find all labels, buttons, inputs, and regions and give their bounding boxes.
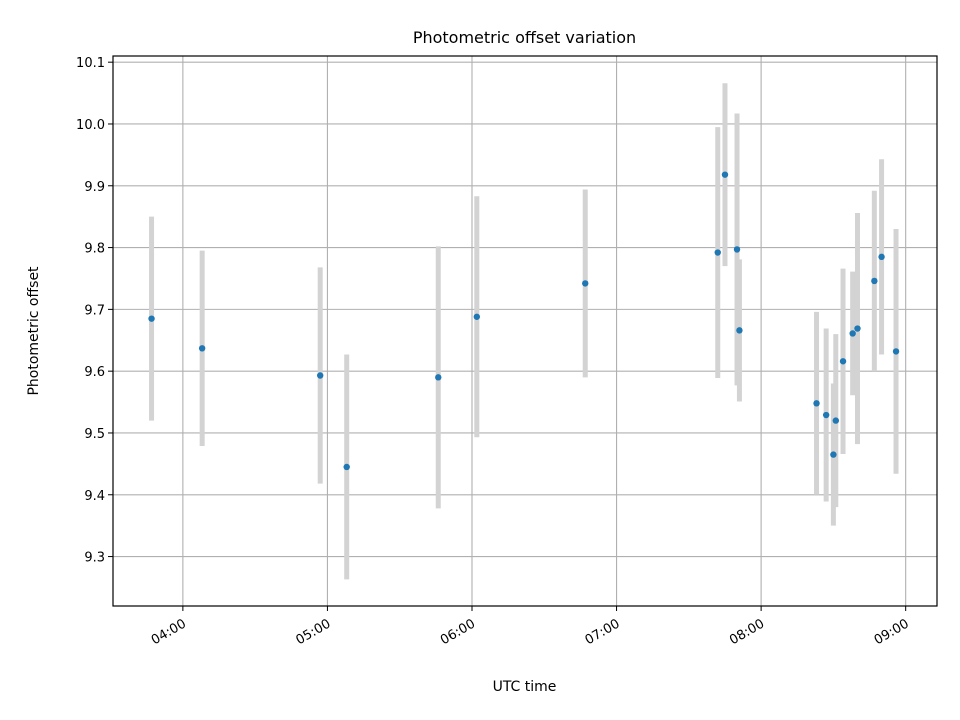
x-tick-label: 08:00 xyxy=(727,616,767,648)
y-tick-label: 9.6 xyxy=(84,365,105,380)
y-tick-label: 9.5 xyxy=(84,427,105,442)
y-tick-label: 9.8 xyxy=(84,242,105,257)
x-tick-label: 05:00 xyxy=(293,616,333,648)
error-bars xyxy=(149,83,899,580)
data-point xyxy=(871,277,878,285)
plot-frame xyxy=(112,55,938,607)
x-tick-label: 07:00 xyxy=(583,616,623,648)
data-point xyxy=(473,313,481,320)
data-point xyxy=(198,345,206,352)
chart-title: Photometric offset variation xyxy=(413,28,636,47)
y-tick-label: 9.3 xyxy=(84,551,105,566)
data-point xyxy=(813,400,820,407)
data-point xyxy=(148,315,155,322)
data-point xyxy=(832,417,840,424)
y-tick-label: 9.7 xyxy=(84,303,105,318)
y-tick-label: 9.4 xyxy=(84,489,105,504)
y-tick-label: 10.0 xyxy=(76,118,105,133)
x-axis-label: UTC time xyxy=(493,679,557,695)
y-axis-label: Photometric offset xyxy=(26,266,42,396)
data-point xyxy=(878,253,885,261)
data-points xyxy=(148,171,900,471)
grid-lines xyxy=(113,56,937,606)
data-point xyxy=(317,372,324,379)
data-point xyxy=(822,411,830,419)
data-point xyxy=(830,451,837,458)
data-point xyxy=(435,374,442,381)
x-axis-ticks: 04:00 05:00 06:00 07:00 08:00 09:00 xyxy=(149,606,912,648)
data-point xyxy=(733,246,741,253)
data-point xyxy=(714,249,721,256)
data-point xyxy=(721,171,729,178)
y-axis-ticks: 9.3 9.4 9.5 9.6 9.7 9.8 9.9 10.0 10.1 xyxy=(76,56,113,566)
x-tick-label: 04:00 xyxy=(149,616,189,648)
data-point xyxy=(849,330,856,337)
data-point xyxy=(839,358,847,365)
y-tick-label: 9.9 xyxy=(84,180,105,195)
data-point xyxy=(854,325,861,332)
data-point xyxy=(343,463,350,471)
x-tick-label: 09:00 xyxy=(872,616,912,648)
data-point xyxy=(582,280,589,287)
x-tick-label: 06:00 xyxy=(438,616,478,648)
y-tick-label: 10.1 xyxy=(76,56,105,71)
data-point xyxy=(892,348,900,355)
data-point xyxy=(736,327,743,334)
